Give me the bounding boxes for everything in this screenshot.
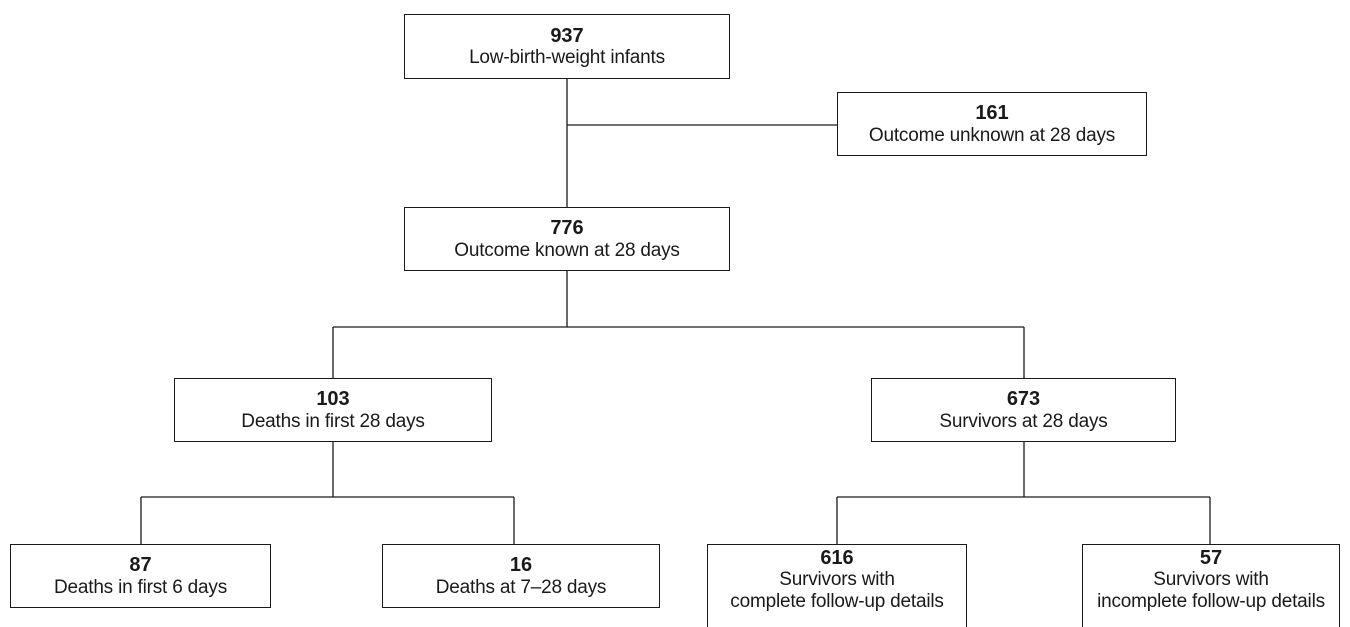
- node-label-line-1: Survivors with: [779, 569, 895, 591]
- node-survivors-28-days: 673 Survivors at 28 days: [871, 378, 1176, 442]
- node-count: 161: [975, 102, 1009, 125]
- node-label-line-1: Survivors with: [1153, 569, 1269, 591]
- node-deaths-first-6-days: 87 Deaths in first 6 days: [10, 544, 271, 608]
- node-deaths-first-28-days: 103 Deaths in first 28 days: [174, 378, 492, 442]
- node-count: 937: [550, 24, 584, 47]
- node-count: 16: [509, 554, 533, 577]
- node-label-line-2: complete follow-up details: [730, 590, 944, 612]
- node-count: 776: [550, 217, 584, 240]
- node-label: Low-birth-weight infants: [469, 47, 665, 69]
- node-deaths-7-28-days: 16 Deaths at 7–28 days: [382, 544, 660, 608]
- node-label: Survivors at 28 days: [939, 410, 1108, 432]
- node-label: Deaths at 7–28 days: [435, 576, 607, 598]
- node-label: Outcome unknown at 28 days: [868, 124, 1116, 146]
- node-survivors-complete-follow-up: 616 Survivors with complete follow-up de…: [707, 544, 967, 627]
- node-count: 57: [1199, 547, 1223, 569]
- node-outcome-unknown: 161 Outcome unknown at 28 days: [837, 92, 1147, 156]
- node-count: 616: [820, 547, 854, 569]
- node-label-line-2: incomplete follow-up details: [1097, 590, 1325, 612]
- node-label: Deaths in first 28 days: [241, 410, 425, 432]
- node-label: Outcome known at 28 days: [454, 239, 680, 261]
- node-survivors-incomplete-follow-up: 57 Survivors with incomplete follow-up d…: [1082, 544, 1340, 627]
- node-label: Deaths in first 6 days: [53, 576, 227, 598]
- node-outcome-known: 776 Outcome known at 28 days: [404, 207, 730, 271]
- node-count: 87: [129, 554, 152, 577]
- node-count: 673: [1006, 388, 1041, 411]
- node-low-birth-weight-infants: 937 Low-birth-weight infants: [404, 14, 730, 79]
- node-count: 103: [316, 388, 350, 411]
